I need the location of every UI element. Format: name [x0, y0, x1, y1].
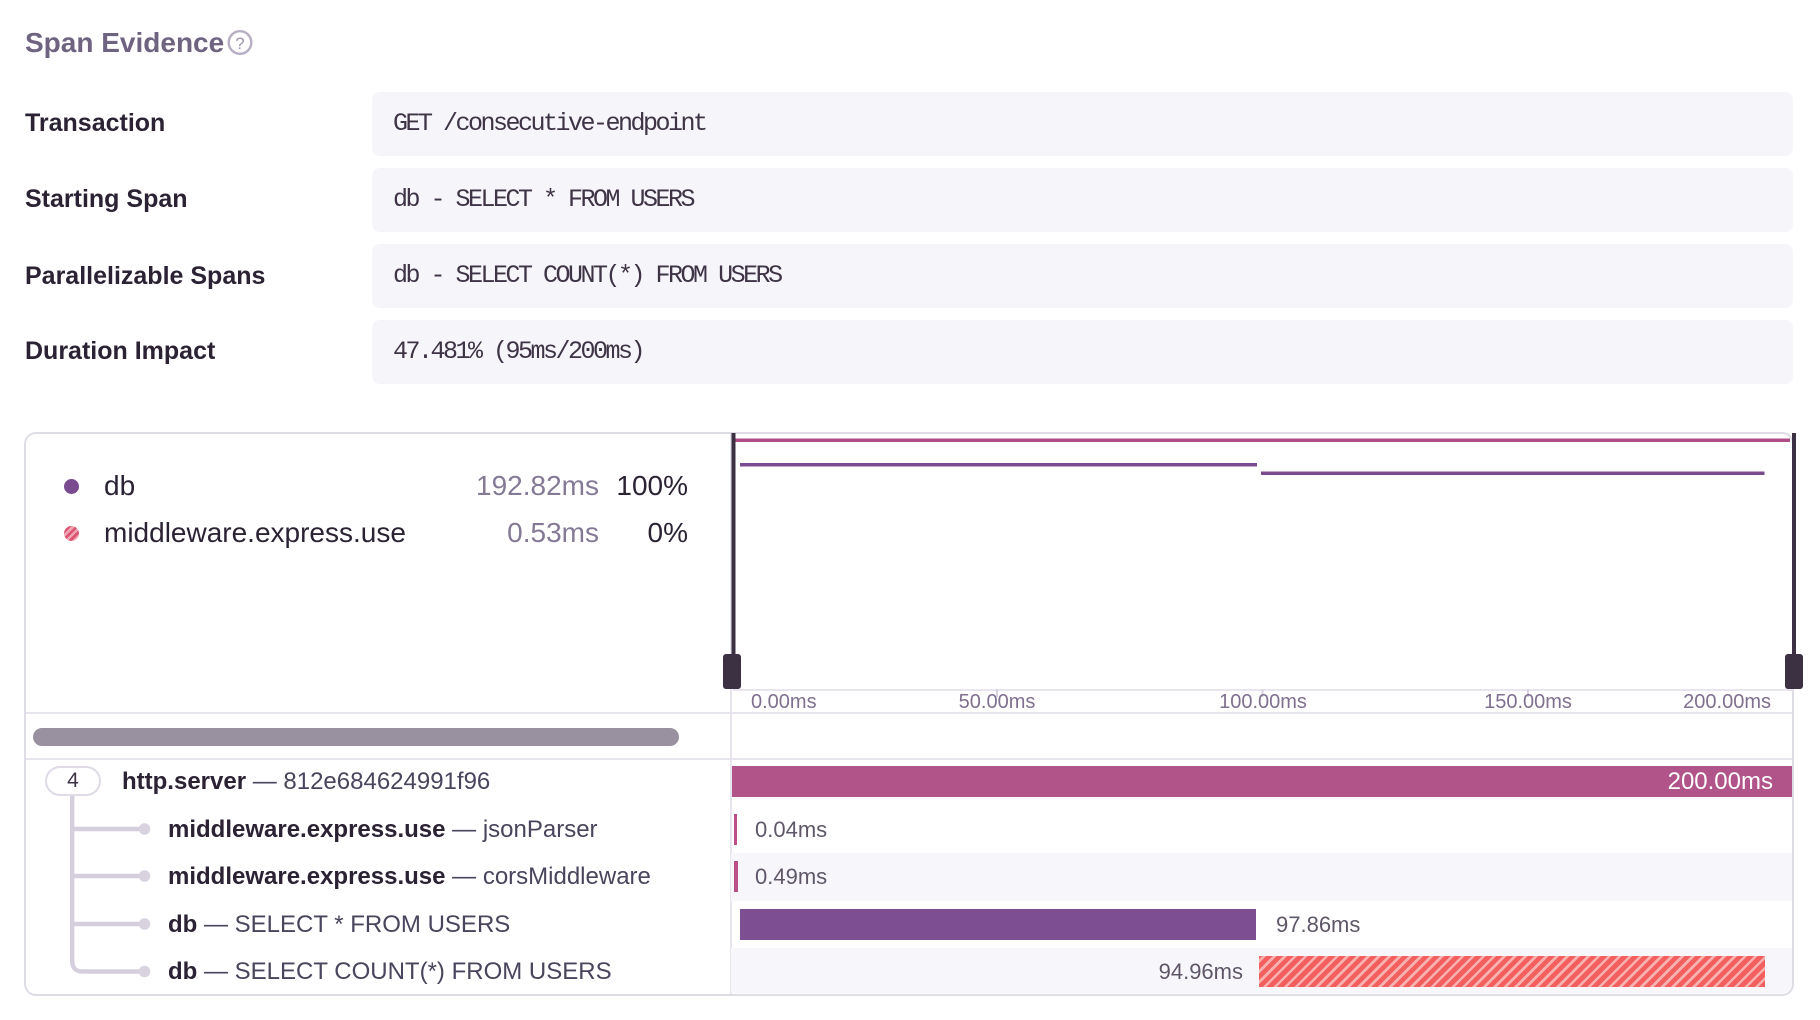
svg-text:?: ? [235, 35, 244, 53]
